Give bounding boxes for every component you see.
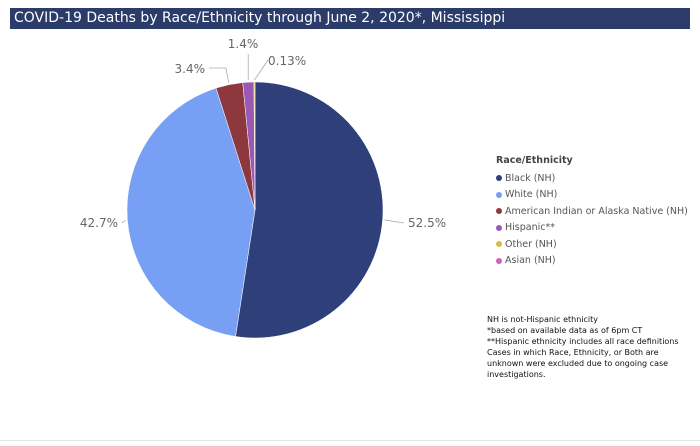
legend-marker-icon [496, 191, 502, 198]
legend-label: American Indian or Alaska Native (NH) [505, 205, 688, 217]
legend-marker-icon [496, 224, 502, 231]
legend-label: Asian (NH) [505, 255, 556, 267]
legend: Race/Ethnicity Black (NH) White (NH) Ameri… [496, 155, 688, 269]
data-label: 1.4% [228, 37, 259, 51]
note: *based on available data as of 6pm CT [487, 326, 643, 335]
legend-item[interactable]: Other (NH) [496, 236, 688, 253]
pie-slice[interactable] [235, 81, 384, 339]
leader-line [209, 67, 230, 83]
leader-line [384, 219, 405, 224]
data-label: 42.7% [80, 216, 118, 230]
legend-title: Race/Ethnicity [496, 155, 573, 166]
data-label: 3.4% [175, 62, 206, 76]
pie-slice[interactable] [253, 81, 256, 211]
legend-marker-icon [496, 241, 502, 248]
legend-item[interactable]: Asian (NH) [496, 253, 688, 270]
pie-slice[interactable] [126, 87, 256, 337]
legend-label: White (NH) [505, 189, 558, 201]
data-label: 52.5% [408, 216, 446, 230]
legend-item[interactable]: White (NH) [496, 187, 688, 204]
legend-label: Hispanic** [505, 222, 555, 234]
chart-title: COVID-19 Deaths by Race/Ethnicity throug… [10, 8, 690, 29]
note: **Hispanic ethnicity includes all race d… [487, 337, 679, 346]
note: Cases in which Race, Ethnicity, or Both … [487, 348, 669, 379]
legend-label: Black (NH) [505, 172, 556, 184]
legend-marker-icon [496, 208, 502, 215]
pie-chart: 52.5% 42.7% 3.4% 1.4% 0.13% [80, 37, 446, 339]
legend-item[interactable]: Hispanic** [496, 220, 688, 237]
legend-label: Other (NH) [505, 238, 557, 250]
leader-line [254, 59, 269, 81]
legend-marker-icon [496, 175, 502, 182]
note: NH is not-Hispanic ethnicity [487, 315, 598, 324]
divider [0, 440, 700, 441]
leader-line [121, 219, 126, 224]
legend-item[interactable]: American Indian or Alaska Native (NH) [496, 203, 688, 220]
data-label: 0.13% [268, 54, 306, 68]
legend-item[interactable]: Black (NH) [496, 170, 688, 187]
footnotes: NH is not-Hispanic ethnicity *based on a… [487, 314, 697, 380]
legend-marker-icon [496, 257, 502, 264]
